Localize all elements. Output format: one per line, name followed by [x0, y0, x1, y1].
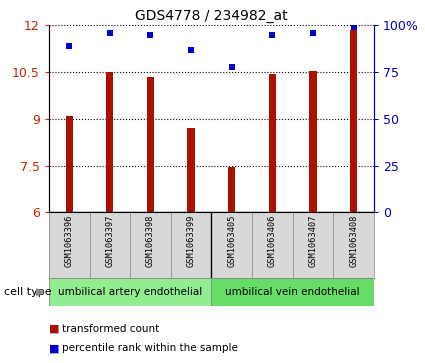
Text: GSM1063396: GSM1063396	[65, 214, 74, 267]
Bar	[106, 72, 113, 212]
Bar	[228, 167, 235, 212]
Bar	[187, 128, 195, 212]
Title: GDS4778 / 234982_at: GDS4778 / 234982_at	[135, 9, 288, 23]
Text: GSM1063407: GSM1063407	[309, 214, 317, 267]
Text: percentile rank within the sample: percentile rank within the sample	[62, 343, 238, 354]
Text: GSM1063405: GSM1063405	[227, 214, 236, 267]
Text: ■: ■	[49, 323, 60, 334]
Text: ▶: ▶	[36, 287, 45, 297]
Bar	[49, 278, 211, 306]
Bar	[211, 278, 374, 306]
Text: transformed count: transformed count	[62, 323, 159, 334]
Bar	[65, 116, 73, 212]
Bar	[309, 70, 317, 212]
Text: GSM1063406: GSM1063406	[268, 214, 277, 267]
Text: GSM1063408: GSM1063408	[349, 214, 358, 267]
Text: GSM1063399: GSM1063399	[187, 214, 196, 267]
Text: umbilical artery endothelial: umbilical artery endothelial	[58, 287, 202, 297]
Text: ■: ■	[49, 343, 60, 354]
Text: cell type: cell type	[4, 287, 52, 297]
Text: GSM1063398: GSM1063398	[146, 214, 155, 267]
Bar	[269, 74, 276, 212]
Text: GSM1063397: GSM1063397	[105, 214, 114, 267]
Bar	[147, 77, 154, 212]
Text: umbilical vein endothelial: umbilical vein endothelial	[225, 287, 360, 297]
Bar	[350, 30, 357, 212]
